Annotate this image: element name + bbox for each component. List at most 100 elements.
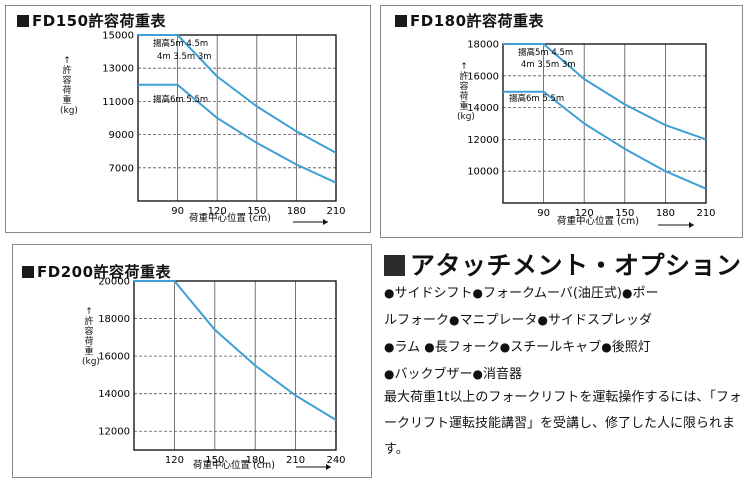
plot-frame bbox=[133, 280, 337, 451]
attachment-item: サイドシフト bbox=[394, 286, 473, 301]
attachment-item: ルフォーク bbox=[384, 313, 450, 328]
x-axis-label: 荷重中心位置 (cm) bbox=[557, 215, 639, 227]
chart-title: FD150許容荷重表 bbox=[17, 10, 166, 31]
y-tick-label: 18000 bbox=[98, 314, 130, 325]
attachments-list: ●サイドシフト●フォークムーバ(油圧式)●ポー ルフォーク●マニプレータ●サイドス… bbox=[384, 280, 740, 388]
y-tick-label: 10000 bbox=[467, 167, 499, 178]
attachment-item: スチールキャブ bbox=[510, 340, 602, 355]
series-line bbox=[503, 43, 707, 141]
chart-title: FD180許容荷重表 bbox=[395, 10, 544, 31]
chart-fd180: 10000 12000 14000 16000 18000 90 120 150 180 210 揚… bbox=[467, 40, 716, 228]
bullet-icon: ● bbox=[499, 340, 511, 354]
attachments-title: アタッチメント・オプション bbox=[384, 246, 742, 282]
bullet-icon: ● bbox=[537, 313, 548, 327]
bullet-icon: ● bbox=[621, 286, 633, 300]
x-tick-label: 150 bbox=[247, 206, 266, 217]
x-tick-label: 90 bbox=[537, 208, 550, 219]
series-label: 揚高6m 5.5m bbox=[153, 94, 208, 105]
x-tick-label: 150 bbox=[205, 455, 224, 466]
y-axis-label-text: 許容荷重 bbox=[459, 72, 469, 112]
series-line bbox=[138, 34, 337, 154]
bullet-icon: ● bbox=[424, 340, 435, 354]
y-axis-label-text: 許容荷重 bbox=[62, 66, 72, 106]
attachment-item: 消音器 bbox=[482, 367, 522, 382]
chart-fd200: 12000 14000 16000 18000 20000 120 150 180 210 240… bbox=[98, 277, 345, 472]
y-tick-label: 9000 bbox=[109, 130, 134, 141]
series-label: 揚高6m 5.5m bbox=[509, 93, 564, 104]
chart-panel-fd150: FD150許容荷重表 ↑ 許容荷重 (kg) 7000 9000 11000 1300… bbox=[5, 5, 371, 233]
y-tick-label: 18000 bbox=[467, 40, 499, 51]
title-square-icon bbox=[384, 255, 405, 276]
y-tick-label: 11000 bbox=[102, 97, 134, 108]
x-tick-label: 120 bbox=[575, 208, 594, 219]
x-tick-label: 180 bbox=[246, 455, 265, 466]
x-axis-label: 荷重中心位置 (cm) bbox=[193, 459, 275, 471]
arrow-up-icon: ↑ bbox=[63, 56, 71, 66]
y-tick-label: 7000 bbox=[109, 163, 134, 174]
bullet-icon: ● bbox=[384, 286, 395, 300]
y-tick-label: 12000 bbox=[98, 427, 130, 438]
series-label: 揚高5m 4.5m bbox=[518, 47, 573, 58]
y-axis-label: ↑ 許容荷重 (kg) bbox=[457, 62, 475, 122]
bullet-icon: ● bbox=[601, 340, 612, 354]
y-tick-label: 16000 bbox=[98, 352, 130, 363]
x-tick-label: 150 bbox=[615, 208, 634, 219]
y-tick-label: 14000 bbox=[467, 103, 499, 114]
x-tick-label: 90 bbox=[171, 206, 184, 217]
y-tick-label: 15000 bbox=[102, 31, 134, 42]
bullet-icon: ● bbox=[449, 313, 460, 327]
arrow-right-icon bbox=[689, 222, 694, 228]
y-axis-label-text: 許容荷重 bbox=[84, 317, 94, 357]
plot-frame bbox=[502, 43, 707, 204]
attachment-item: 長フォーク bbox=[434, 340, 500, 355]
x-tick-label: 210 bbox=[286, 455, 305, 466]
attachment-line: ルフォーク●マニプレータ●サイドスプレッダ bbox=[384, 307, 740, 334]
y-axis-label: ↑ 許容荷重 (kg) bbox=[82, 307, 100, 367]
bullet-icon: ● bbox=[472, 286, 483, 300]
chart-fd150: 7000 9000 11000 13000 15000 90 120 150 180 210 揚高5… bbox=[102, 31, 346, 225]
y-axis-unit: (kg) bbox=[60, 106, 78, 116]
y-tick-label: 20000 bbox=[98, 277, 130, 288]
y-axis-unit: (kg) bbox=[457, 112, 475, 122]
attachment-item: ラム bbox=[394, 340, 421, 355]
y-axis-unit: (kg) bbox=[82, 357, 100, 367]
attachment-item: サイドスプレッダ bbox=[548, 313, 653, 328]
attachment-line: ●ラム ●長フォーク●スチールキャブ●後照灯 bbox=[384, 334, 740, 361]
series-label: 4m 3.5m 3m bbox=[157, 52, 212, 62]
attachment-item: マニプレータ bbox=[459, 313, 538, 328]
attachment-item: バックブザー bbox=[394, 367, 473, 382]
x-tick-label: 210 bbox=[326, 206, 345, 217]
series-line bbox=[138, 83, 337, 184]
x-tick-label: 180 bbox=[287, 206, 306, 217]
y-tick-label: 14000 bbox=[98, 389, 130, 400]
title-square-icon bbox=[22, 266, 34, 278]
x-tick-label: 210 bbox=[696, 208, 715, 219]
arrow-up-icon: ↑ bbox=[460, 62, 468, 72]
attachment-item: フォークムーバ(油圧式) bbox=[482, 286, 622, 301]
series-label: 4m 3.5m 3m bbox=[521, 60, 576, 70]
series-line bbox=[503, 90, 707, 190]
arrow-right-icon bbox=[326, 464, 331, 470]
plot-frame bbox=[137, 34, 337, 202]
series-label: 揚高5m 4.5m bbox=[153, 38, 208, 49]
chart-title: FD200許容荷重表 bbox=[22, 261, 171, 282]
x-tick-label: 120 bbox=[208, 206, 227, 217]
attachment-line: ●バックブザー●消音器 bbox=[384, 361, 740, 388]
chart-panel-fd200: FD200許容荷重表 ↑ 許容荷重 (kg) 12000 14000 16000 18… bbox=[12, 244, 372, 478]
bullet-icon: ● bbox=[384, 340, 395, 354]
attachment-line: ●サイドシフト●フォークムーバ(油圧式)●ポー bbox=[384, 280, 740, 307]
bullet-icon: ● bbox=[472, 367, 483, 381]
y-tick-label: 16000 bbox=[467, 71, 499, 82]
chart-panel-fd180: FD180許容荷重表 ↑ 許容荷重 (kg) 10000 12000 14000 16… bbox=[380, 5, 743, 238]
y-tick-label: 13000 bbox=[102, 64, 134, 75]
series-line bbox=[134, 280, 337, 421]
title-square-icon bbox=[17, 15, 29, 27]
y-axis-label: ↑ 許容荷重 (kg) bbox=[60, 56, 78, 116]
attachment-item: ポー bbox=[632, 286, 659, 301]
y-tick-label: 12000 bbox=[467, 135, 499, 146]
x-axis-label: 荷重中心位置 (cm) bbox=[189, 212, 271, 224]
arrow-up-icon: ↑ bbox=[85, 307, 93, 317]
x-tick-label: 240 bbox=[326, 455, 345, 466]
attachments-note: 最大荷重1t以上のフォークリフトを運転操作するには、「フォークリフト運転技能講習… bbox=[384, 390, 742, 457]
x-tick-label: 180 bbox=[656, 208, 675, 219]
